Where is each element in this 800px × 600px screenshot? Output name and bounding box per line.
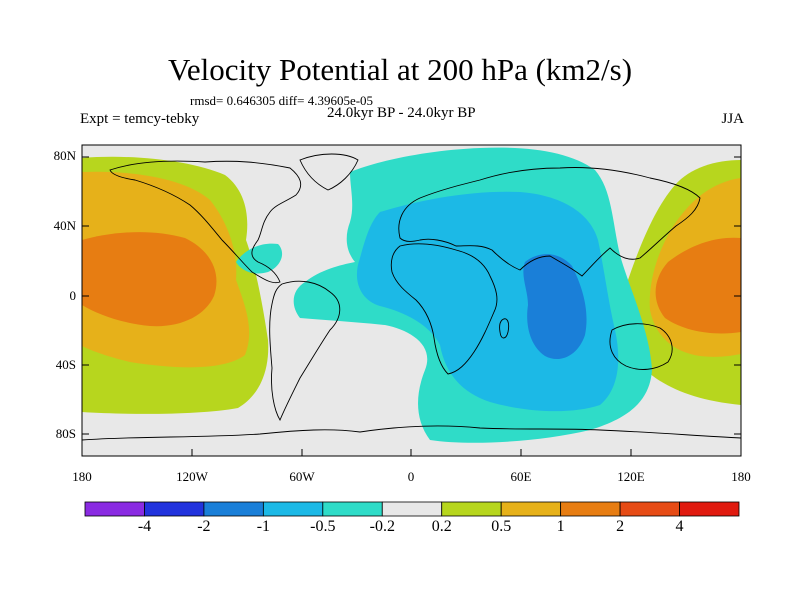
stats-text: rmsd= 0.646305 diff= 4.39605e-05 [190,93,374,108]
plot-title: Velocity Potential at 200 hPa (km2/s) [167,52,633,87]
lon-ticks [81,449,742,456]
experiment-label: Expt = temcy-tebky [80,111,200,127]
map-field [82,145,741,456]
colorbar-label: -4 [137,518,152,535]
coast-south-america [269,280,341,421]
lon-label-60e: 60E [510,469,532,484]
colorbar-swatch [679,501,740,517]
lat-label-80n: 80N [53,148,76,163]
lat-label-40s: 40S [55,357,76,372]
colorbar-swatch [500,501,562,517]
colorbar-label: 0.2 [431,518,452,535]
lat-ticks [82,156,741,435]
period-label: 24.0kyr BP - 24.0kyr BP [327,105,476,121]
lat-label-80s: 80S [55,426,76,441]
colorbar-swatch [144,501,205,517]
colorbar-swatch [619,501,680,517]
colorbar-label: -1 [256,518,271,535]
colorbar [84,501,740,517]
colorbar-swatch [322,501,383,517]
colorbar-label: 2 [616,518,625,535]
contour-pos-1-east [655,237,741,334]
coast-eurasia [398,167,701,277]
colorbar-label: 4 [675,518,684,535]
lon-label-120e: 120E [617,469,645,484]
season-label: JJA [721,111,744,127]
coastlines [82,153,741,441]
colorbar-label: 0.5 [491,518,512,535]
contour-pos-1-west [82,232,217,327]
lat-label-40n: 40N [53,218,76,233]
colorbar-label: -0.5 [310,518,336,535]
lon-label-180e: 180 [731,469,751,484]
colorbar-swatch [560,501,621,517]
coast-antarctica [82,425,741,441]
coast-north-america [109,160,302,284]
colorbar-swatch [262,501,324,517]
colorbar-swatch [441,501,502,517]
lon-label-180w: 180 [72,469,92,484]
colorbar-label: 1 [556,518,565,535]
lon-label-120w: 120W [176,469,208,484]
colorbar-swatch [381,501,443,517]
coast-greenland [299,153,359,191]
coast-madagascar [499,318,510,339]
colorbar-label: -2 [197,518,211,535]
coast-australia [609,323,673,370]
colorbar-label: -0.2 [369,518,395,535]
contour-neg-1 [523,254,587,360]
colorbar-swatch [203,501,264,517]
lon-label-60w: 60W [289,469,315,484]
lat-label-0: 0 [69,288,77,303]
colorbar-swatch [84,501,145,517]
lon-label-0: 0 [407,469,415,484]
coast-africa [390,243,498,375]
